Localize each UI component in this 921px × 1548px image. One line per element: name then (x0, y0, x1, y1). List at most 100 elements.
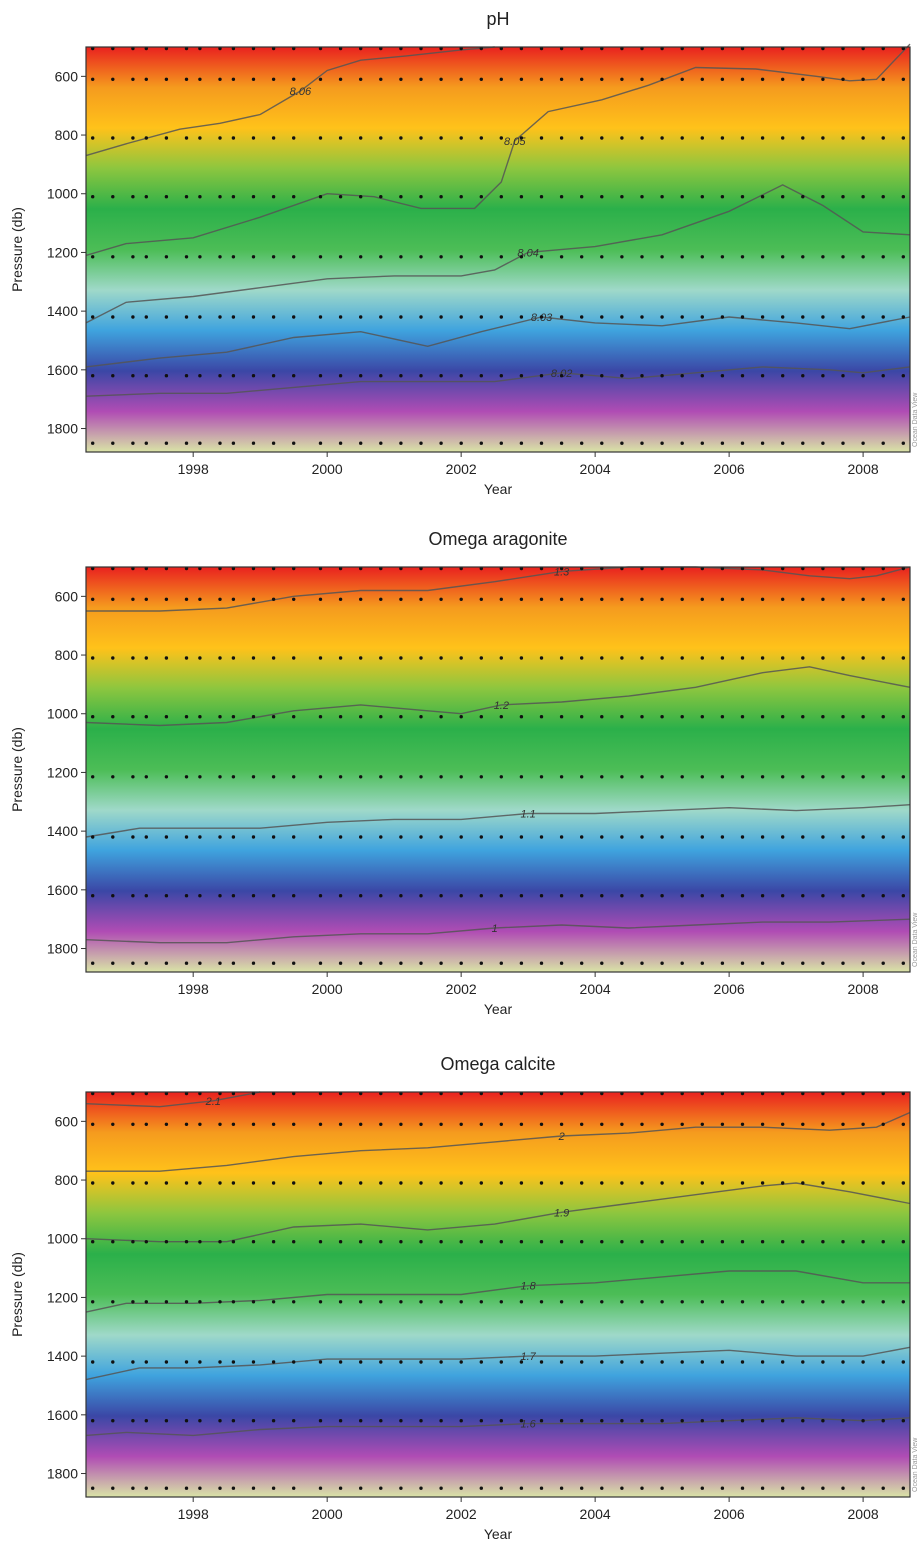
sample-dot (801, 46, 805, 51)
color-field (86, 47, 910, 452)
sample-dot (131, 566, 135, 571)
sample-dot (720, 1486, 725, 1490)
sample-dot (640, 775, 644, 779)
sample-dot (539, 894, 544, 898)
sample-dot (251, 775, 256, 779)
sample-dot (251, 835, 256, 839)
sample-dot (131, 894, 135, 898)
sample-dot (379, 1300, 383, 1304)
sample-dot (379, 835, 383, 839)
sample-dot (801, 656, 805, 660)
sample-dot (111, 775, 115, 779)
sample-dot (660, 1360, 664, 1364)
sample-dot (198, 1419, 202, 1423)
sample-dot (801, 195, 805, 199)
sample-dot (720, 775, 725, 779)
sample-dot (821, 835, 825, 839)
sample-dot (131, 255, 135, 259)
sample-dot (720, 835, 725, 839)
sample-dot (821, 1240, 825, 1244)
sample-dot (881, 1091, 885, 1096)
sample-dot (144, 715, 148, 719)
sample-dot (231, 1360, 236, 1364)
y-tick-label: 1400 (47, 1348, 78, 1364)
sample-dot (251, 46, 256, 51)
sample-dot (231, 1122, 236, 1127)
sample-dot (580, 1240, 584, 1244)
sample-dot (559, 46, 564, 51)
sample-dot (861, 775, 865, 779)
sample-dot (740, 46, 745, 51)
sample-dot (640, 441, 644, 445)
sample-dot (499, 775, 503, 779)
sample-dot (251, 255, 256, 259)
sample-dot (841, 835, 845, 839)
sample-dot (801, 1122, 805, 1127)
sample-dot (111, 961, 115, 965)
sample-dot (379, 1419, 383, 1423)
contour-line (85, 804, 911, 838)
sample-dot (184, 1091, 189, 1096)
sample-dot (781, 1419, 785, 1423)
sample-dot (419, 961, 423, 965)
sample-dot (700, 566, 704, 571)
sample-dot (231, 1419, 236, 1423)
sample-dot (499, 255, 503, 259)
sample-dot (318, 1360, 323, 1364)
sample-dot (620, 1091, 624, 1096)
sample-dot (559, 961, 564, 965)
sample-dot (379, 1360, 383, 1364)
sample-dot (91, 46, 95, 51)
sample-dot (419, 441, 423, 445)
sample-dot (379, 255, 383, 259)
sample-dot (419, 775, 423, 779)
sample-dot (760, 1486, 765, 1490)
y-tick-label: 1200 (47, 1289, 78, 1305)
sample-dot (740, 894, 745, 898)
sample-dot (620, 1300, 624, 1304)
sample-dot (559, 775, 564, 779)
sample-dot (680, 1122, 684, 1127)
sample-dot (881, 136, 885, 140)
sample-dot (318, 1419, 323, 1423)
sample-dot (640, 894, 644, 898)
sample-dot (499, 136, 503, 140)
sample-dot (198, 894, 202, 898)
sample-dot (760, 835, 765, 839)
sample-dot (640, 1122, 644, 1127)
sample-dot (600, 597, 604, 601)
sample-dot (399, 1419, 403, 1423)
sample-dot (271, 656, 276, 660)
sample-dot (740, 136, 745, 140)
sample-dot (131, 1300, 135, 1304)
sample-dot (379, 775, 383, 779)
sample-dot (318, 46, 323, 51)
sample-dot (519, 597, 524, 601)
sample-dot (399, 566, 403, 571)
sample-dot (184, 1300, 189, 1304)
sample-dot (539, 715, 544, 719)
sample-dot (184, 1486, 189, 1490)
sample-dot (539, 136, 544, 140)
sample-dot (144, 961, 148, 965)
sample-dot (881, 1360, 885, 1364)
sample-dot (660, 77, 664, 82)
sample-dot (620, 46, 624, 51)
sample-dot (184, 775, 189, 779)
sample-dot (479, 1419, 483, 1423)
sample-dot (164, 894, 169, 898)
sample-dot (559, 255, 564, 259)
sample-dot (338, 1300, 343, 1304)
sample-dot (198, 374, 202, 378)
y-tick-label: 800 (55, 1172, 79, 1188)
sample-dot (198, 441, 202, 445)
sample-dot (660, 1300, 664, 1304)
sample-dot (184, 195, 189, 199)
sample-dot (198, 656, 202, 660)
sample-dot (519, 1181, 524, 1185)
sample-dot (164, 1486, 169, 1490)
sample-dot (781, 894, 785, 898)
sample-dot (640, 715, 644, 719)
sample-dot (111, 894, 115, 898)
sample-dot (901, 1091, 905, 1096)
